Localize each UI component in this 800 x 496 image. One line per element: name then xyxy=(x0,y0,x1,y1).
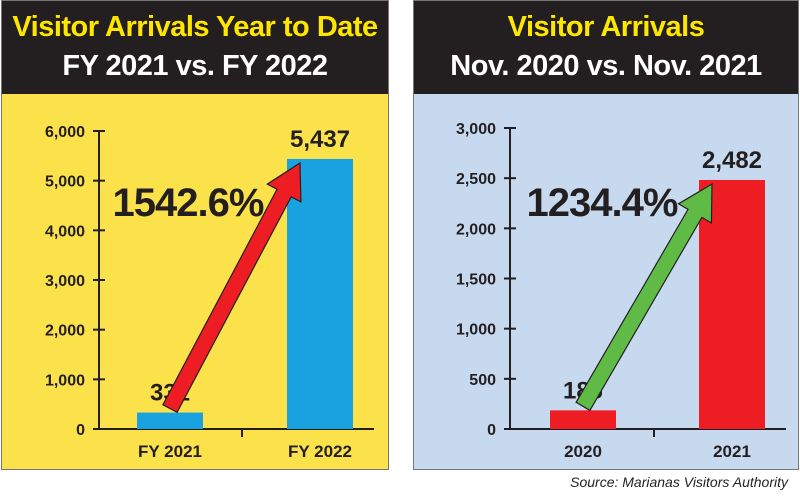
percent-change-label: 1542.6% xyxy=(113,181,264,225)
y-tick-label: 3,000 xyxy=(456,121,496,138)
x-tick-label: FY 2022 xyxy=(288,442,352,461)
y-tick-label: 1,500 xyxy=(456,272,496,289)
chart-title-november: Visitor Arrivals xyxy=(507,11,705,43)
x-tick-label: 2020 xyxy=(564,442,602,461)
x-tick-label: 2021 xyxy=(713,442,751,461)
growth-arrow xyxy=(575,182,713,412)
chart-panel-november: Visitor Arrivals Nov. 2020 vs. Nov. 2021… xyxy=(413,0,799,470)
chart-title-ytd: Visitor Arrivals Year to Date xyxy=(12,11,378,43)
bar-value-label: 2,482 xyxy=(702,147,762,174)
y-tick-label: 4,000 xyxy=(45,223,85,240)
y-tick-label: 1,000 xyxy=(456,322,496,339)
source-note: Source: Marianas Visitors Authority xyxy=(570,474,788,490)
bar-value-label: 5,437 xyxy=(290,126,350,153)
y-tick-label: 2,000 xyxy=(45,323,85,340)
chart-subtitle-november: Nov. 2020 vs. Nov. 2021 xyxy=(450,50,762,82)
y-tick-label: 5,000 xyxy=(45,174,85,191)
percent-change-label: 1234.4% xyxy=(527,181,678,225)
y-tick-label: 2,500 xyxy=(456,171,496,188)
bar xyxy=(137,412,203,429)
chart-subtitle-ytd: FY 2021 vs. FY 2022 xyxy=(62,50,328,82)
chart-header-november: Visitor Arrivals Nov. 2020 vs. Nov. 2021 xyxy=(414,1,798,94)
bar-chart-november: 05001,0001,5002,0002,5003,00018620202,48… xyxy=(456,121,786,461)
y-tick-label: 2,000 xyxy=(456,221,496,238)
y-tick-label: 0 xyxy=(76,422,85,439)
y-tick-label: 500 xyxy=(469,372,496,389)
bar xyxy=(550,410,616,429)
x-tick-label: FY 2021 xyxy=(138,442,202,461)
growth-arrow xyxy=(162,161,302,414)
y-tick-label: 6,000 xyxy=(45,124,85,141)
chart-header-ytd: Visitor Arrivals Year to Date FY 2021 vs… xyxy=(2,1,388,94)
y-tick-label: 0 xyxy=(487,422,496,439)
y-tick-label: 1,000 xyxy=(45,372,85,389)
y-tick-label: 3,000 xyxy=(45,273,85,290)
chart-panel-ytd: Visitor Arrivals Year to Date FY 2021 vs… xyxy=(1,0,389,470)
bar xyxy=(287,158,353,429)
